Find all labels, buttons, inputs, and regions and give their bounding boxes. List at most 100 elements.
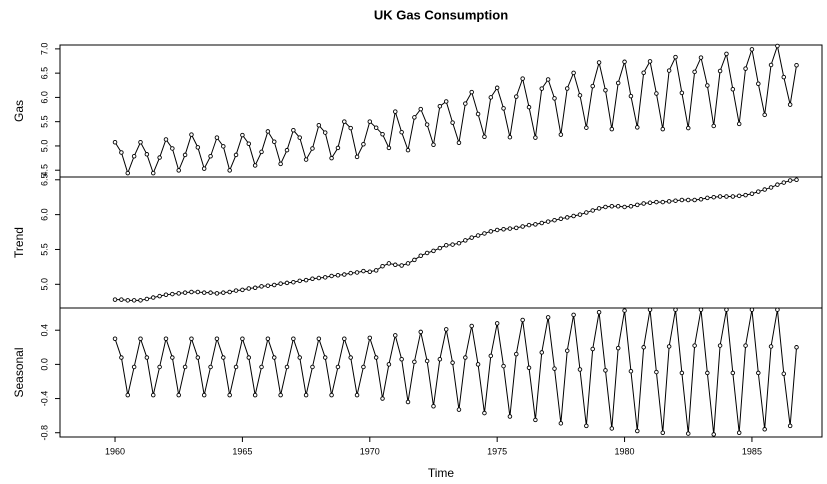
data-point	[641, 70, 646, 76]
data-point	[386, 362, 392, 367]
data-point	[730, 194, 736, 199]
data-point	[698, 55, 704, 60]
data-point	[736, 193, 742, 199]
data-point	[724, 51, 729, 57]
data-point	[443, 243, 449, 248]
data-point	[329, 273, 334, 279]
data-point	[596, 60, 602, 65]
data-point	[552, 217, 557, 223]
data-point	[354, 392, 360, 398]
data-point	[150, 295, 156, 300]
data-point	[660, 199, 666, 205]
x-tick-label: 1975	[487, 446, 507, 456]
data-point	[157, 155, 162, 160]
data-point	[552, 366, 557, 371]
data-point	[150, 392, 156, 398]
data-point	[272, 355, 277, 360]
data-point	[679, 197, 685, 203]
data-point	[635, 125, 640, 130]
data-point	[647, 59, 653, 64]
data-point	[507, 414, 513, 419]
data-point	[571, 312, 576, 318]
data-point	[463, 238, 468, 243]
data-point	[584, 210, 589, 215]
data-point	[189, 336, 194, 342]
y-tick-label: 0.0	[39, 358, 49, 371]
data-point	[424, 358, 430, 364]
data-point	[641, 345, 646, 350]
data-point	[125, 298, 131, 303]
series-line	[114, 44, 798, 175]
data-point	[386, 261, 392, 266]
data-point	[418, 106, 423, 112]
y-tick-label: 5.5	[39, 243, 49, 256]
panel-frame	[59, 44, 823, 178]
data-point	[698, 197, 704, 202]
data-point	[214, 336, 220, 342]
data-point	[456, 240, 462, 246]
data-point	[348, 270, 353, 276]
data-point	[278, 281, 283, 286]
data-point	[399, 357, 404, 362]
data-point	[628, 204, 634, 209]
data-point	[717, 343, 723, 348]
data-point	[564, 348, 570, 353]
data-point	[208, 364, 213, 370]
data-point	[749, 191, 755, 196]
data-point	[507, 226, 513, 231]
data-point	[571, 213, 576, 219]
y-axis-label: Seasonal	[12, 347, 26, 397]
data-point	[768, 344, 774, 349]
data-point	[520, 317, 525, 323]
data-point	[284, 147, 290, 153]
data-point	[596, 310, 602, 315]
data-point	[609, 204, 615, 209]
data-point	[603, 204, 608, 210]
data-point	[272, 139, 277, 145]
data-point	[412, 257, 417, 263]
data-point	[214, 135, 220, 140]
data-point	[131, 364, 137, 370]
data-point	[240, 336, 245, 342]
data-point	[635, 202, 640, 208]
data-point	[692, 197, 697, 203]
data-point	[705, 83, 710, 88]
data-point	[609, 426, 615, 431]
data-point	[361, 141, 366, 147]
data-point	[278, 392, 283, 398]
data-point	[666, 344, 672, 349]
data-point	[730, 370, 736, 376]
data-point	[208, 153, 213, 159]
data-point	[787, 423, 793, 429]
data-point	[711, 432, 716, 437]
data-point	[520, 224, 525, 229]
data-point	[246, 355, 252, 360]
data-point	[272, 282, 277, 288]
data-point	[443, 327, 449, 332]
data-point	[514, 351, 519, 357]
data-point	[711, 123, 716, 129]
data-point	[386, 145, 392, 151]
data-point	[787, 102, 793, 107]
y-tick-label: 6.5	[39, 67, 49, 80]
x-tick-label: 1960	[105, 446, 125, 456]
data-point	[125, 392, 131, 398]
data-point	[259, 284, 264, 289]
data-point	[450, 120, 455, 125]
data-point	[647, 200, 653, 206]
data-point	[685, 431, 691, 436]
data-point	[781, 180, 787, 185]
data-point	[501, 106, 506, 111]
data-point	[284, 280, 290, 286]
y-tick-label: 5.0	[39, 278, 49, 291]
data-point	[622, 59, 627, 65]
data-point	[329, 155, 334, 161]
data-point	[488, 353, 494, 359]
data-point	[112, 336, 118, 342]
data-point	[182, 364, 188, 370]
data-point	[488, 229, 494, 234]
data-point	[736, 121, 742, 127]
data-point	[749, 307, 755, 312]
data-point	[342, 336, 347, 342]
